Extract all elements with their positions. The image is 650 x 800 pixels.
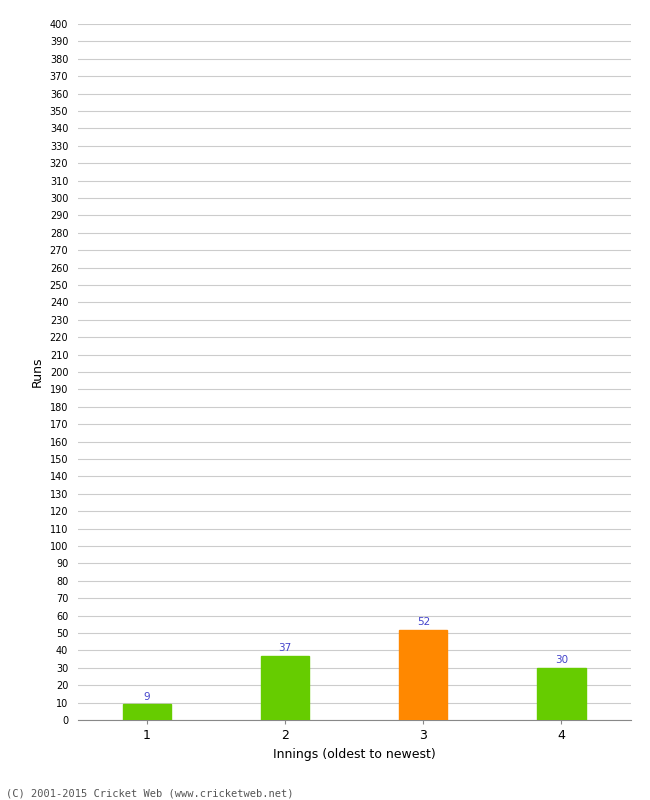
Text: 30: 30 — [555, 655, 568, 665]
Bar — [261, 656, 309, 720]
Text: (C) 2001-2015 Cricket Web (www.cricketweb.net): (C) 2001-2015 Cricket Web (www.cricketwe… — [6, 789, 294, 798]
Text: 9: 9 — [144, 692, 150, 702]
Bar — [538, 668, 586, 720]
Bar — [399, 630, 447, 720]
Y-axis label: Runs: Runs — [31, 357, 44, 387]
X-axis label: Innings (oldest to newest): Innings (oldest to newest) — [273, 747, 436, 761]
Text: 52: 52 — [417, 617, 430, 627]
Text: 37: 37 — [279, 643, 292, 653]
Bar — [123, 704, 171, 720]
